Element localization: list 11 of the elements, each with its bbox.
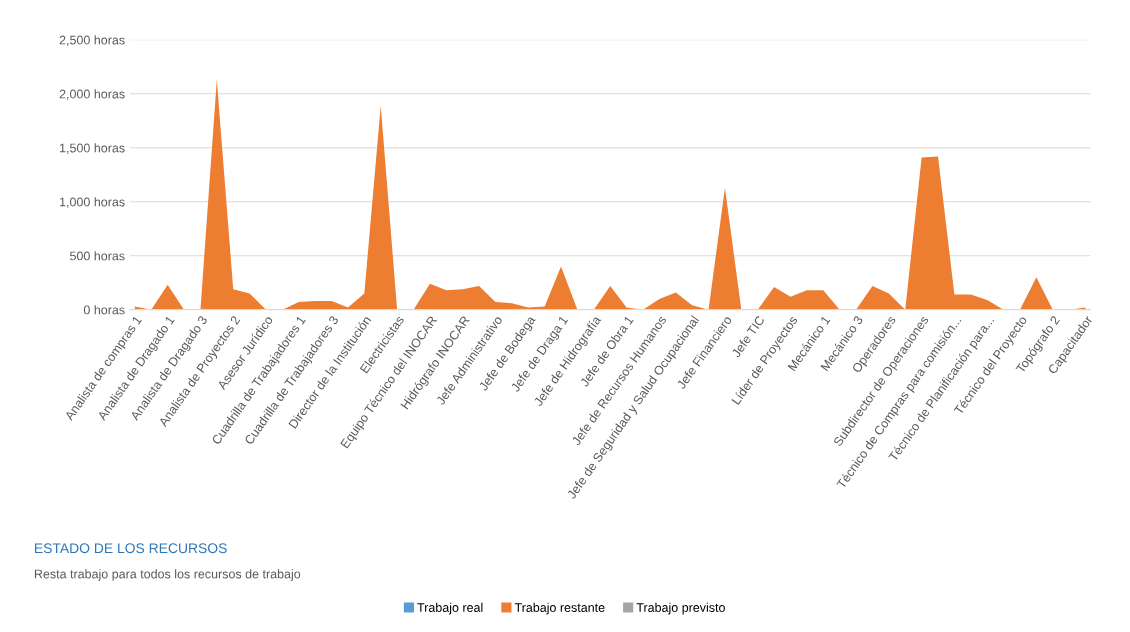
legend-label: Trabajo previsto — [636, 602, 725, 615]
legend-label: Trabajo real — [417, 602, 483, 615]
y-tick-label: 0 horas — [83, 305, 125, 315]
y-tick-label: 2,500 horas — [59, 35, 125, 46]
text: ESTADO DE LOS RECURSOS — [35, 543, 227, 554]
text: Resta trabajo para todos los recursos de trabajo — [34, 569, 301, 581]
y-tick-label: 1,500 horas — [60, 143, 125, 154]
y-tick-label: 500 horas — [70, 251, 125, 261]
legend-label: Trabajo restante — [514, 602, 605, 615]
y-tick-label: 1,000 horas — [60, 197, 125, 208]
y-tick-label: 2,000 horas — [59, 89, 125, 100]
